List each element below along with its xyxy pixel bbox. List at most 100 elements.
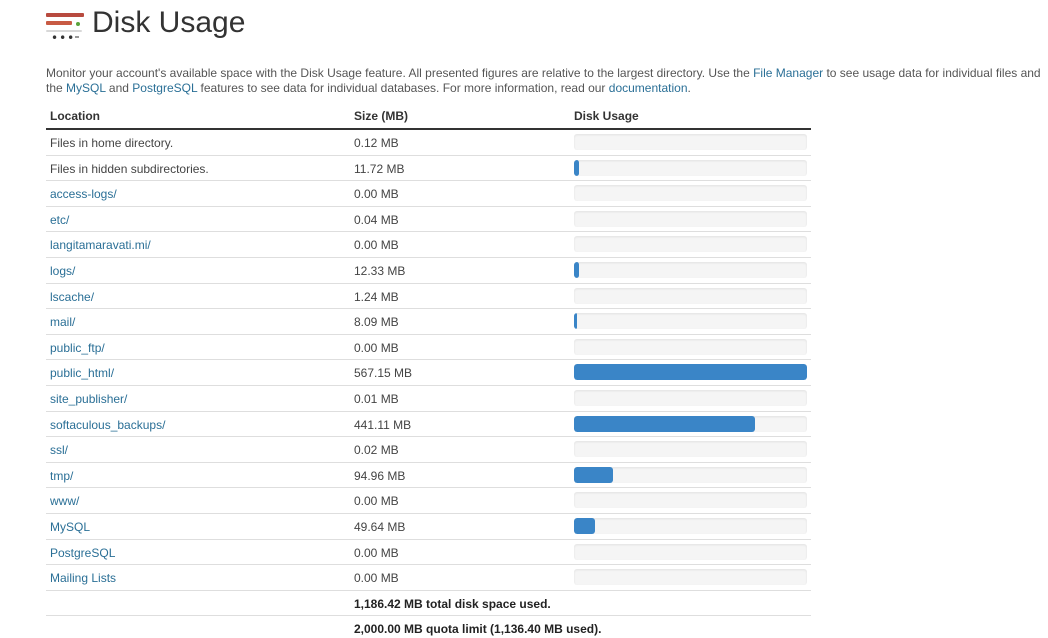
location-cell: Files in home directory. xyxy=(50,136,174,150)
table-row: MySQL 49.64 MB xyxy=(46,514,811,540)
usage-bar xyxy=(574,313,807,330)
mysql-link[interactable]: MySQL xyxy=(66,81,106,95)
location-cell[interactable]: logs/ xyxy=(50,263,76,278)
location-cell[interactable]: site_publisher/ xyxy=(50,391,128,406)
table-row: etc/0.04 MB xyxy=(46,207,811,233)
column-header-location[interactable]: Location xyxy=(50,109,100,123)
usage-bar xyxy=(574,389,807,406)
size-cell: 0.01 MB xyxy=(354,391,399,406)
table-row: logs/12.33 MB xyxy=(46,258,811,284)
table-row: Files in hidden subdirectories. 11.72 MB xyxy=(46,156,811,182)
file-manager-link[interactable]: File Manager xyxy=(753,66,824,80)
description-text-4: features to see data for individual data… xyxy=(197,81,609,95)
location-cell[interactable]: MySQL xyxy=(50,519,91,534)
disk-usage-icon: ••• xyxy=(45,4,85,44)
table-row: www/0.00 MB xyxy=(46,488,811,514)
usage-bar-fill xyxy=(574,466,613,483)
location-cell[interactable]: Mailing Lists xyxy=(50,571,117,586)
usage-bar-fill xyxy=(574,517,595,534)
usage-bar-fill xyxy=(574,159,579,176)
size-cell: 0.02 MB xyxy=(354,443,399,458)
size-cell: 0.00 MB xyxy=(354,340,399,355)
table-row: tmp/94.96 MB xyxy=(46,463,811,489)
total-used-text: 1,186.42 MB total disk space used. xyxy=(354,596,551,611)
table-row: Files in home directory. 0.12 MB xyxy=(46,130,811,156)
page-description: Monitor your account's available space w… xyxy=(46,66,1041,96)
table-row: lscache/1.24 MB xyxy=(46,284,811,310)
usage-bar xyxy=(574,159,807,176)
size-cell: 0.04 MB xyxy=(354,212,399,227)
location-cell[interactable]: lscache/ xyxy=(50,289,95,304)
usage-bar xyxy=(574,134,807,150)
table-row: public_ftp/0.00 MB xyxy=(46,335,811,361)
location-cell[interactable]: www/ xyxy=(50,494,80,509)
usage-bar xyxy=(574,210,807,227)
usage-bar xyxy=(574,415,807,432)
table-row: site_publisher/0.01 MB xyxy=(46,386,811,412)
column-header-disk-usage: Disk Usage xyxy=(574,109,639,123)
location-cell: Files in hidden subdirectories. xyxy=(50,161,209,176)
usage-bar xyxy=(574,543,807,560)
quota-row: 2,000.00 MB quota limit (1,136.40 MB use… xyxy=(46,616,811,638)
description-text-3: and xyxy=(105,81,133,95)
column-header-size[interactable]: Size (MB) xyxy=(354,109,408,123)
usage-bar-fill xyxy=(574,364,807,381)
location-cell[interactable]: mail/ xyxy=(50,315,76,330)
location-cell[interactable]: langitamaravati.mi/ xyxy=(50,238,151,253)
size-cell: 0.12 MB xyxy=(354,136,399,150)
table-row: Mailing Lists 0.00 MB xyxy=(46,565,811,591)
description-text-1: Monitor your account's available space w… xyxy=(46,66,754,80)
table-row: ssl/0.02 MB xyxy=(46,437,811,463)
location-cell[interactable]: softaculous_backups/ xyxy=(50,417,166,432)
size-cell: 12.33 MB xyxy=(354,263,406,278)
location-cell[interactable]: public_ftp/ xyxy=(50,340,105,355)
description-text-5: . xyxy=(687,81,691,95)
usage-bar-fill xyxy=(574,415,756,432)
location-cell[interactable]: PostgreSQL xyxy=(50,545,116,560)
disk-usage-table: Location Size (MB) Disk Usage Files in h… xyxy=(46,104,811,638)
size-cell: 11.72 MB xyxy=(354,161,405,176)
size-cell: 0.00 MB xyxy=(354,494,399,509)
table-body: Files in home directory. 0.12 MB Files in … xyxy=(46,130,811,591)
size-cell: 8.09 MB xyxy=(354,315,399,330)
documentation-link[interactable]: documentation xyxy=(608,81,688,95)
page-header: ••• Disk Usage xyxy=(45,4,246,44)
table-row: langitamaravati.mi/0.00 MB xyxy=(46,232,811,258)
usage-bar xyxy=(574,185,807,202)
usage-bar xyxy=(574,261,807,278)
size-cell: 49.64 MB xyxy=(354,519,406,534)
usage-bar-fill xyxy=(574,313,578,330)
usage-bar xyxy=(574,492,807,509)
usage-bar xyxy=(574,517,807,534)
size-cell: 0.00 MB xyxy=(354,238,399,253)
usage-bar xyxy=(574,236,807,253)
size-cell: 441.11 MB xyxy=(354,417,412,432)
table-row: public_html/567.15 MB xyxy=(46,360,811,386)
page-title: Disk Usage xyxy=(92,6,246,39)
location-cell[interactable]: public_html/ xyxy=(50,366,115,381)
usage-bar xyxy=(574,569,807,586)
size-cell: 0.00 MB xyxy=(354,571,399,586)
usage-bar xyxy=(574,466,807,483)
usage-bar xyxy=(574,364,807,381)
table-row: PostgreSQL 0.00 MB xyxy=(46,540,811,566)
total-used-row: 1,186.42 MB total disk space used. xyxy=(46,591,811,617)
postgresql-link[interactable]: PostgreSQL xyxy=(132,81,198,95)
size-cell: 94.96 MB xyxy=(354,468,406,483)
usage-bar xyxy=(574,338,807,355)
location-cell[interactable]: ssl/ xyxy=(50,443,68,458)
location-cell[interactable]: etc/ xyxy=(50,212,70,227)
table-row: mail/8.09 MB xyxy=(46,309,811,335)
location-cell[interactable]: tmp/ xyxy=(50,468,74,483)
location-cell[interactable]: access-logs/ xyxy=(50,187,117,202)
size-cell: 1.24 MB xyxy=(354,289,399,304)
usage-bar xyxy=(574,441,807,458)
description-text-2: to see usage data for individual files a… xyxy=(46,66,1041,95)
usage-bar-fill xyxy=(574,261,580,278)
size-cell: 0.00 MB xyxy=(354,545,399,560)
table-header: Location Size (MB) Disk Usage xyxy=(46,104,811,130)
size-cell: 0.00 MB xyxy=(354,187,399,202)
usage-bar xyxy=(574,287,807,304)
table-row: softaculous_backups/441.11 MB xyxy=(46,412,811,438)
